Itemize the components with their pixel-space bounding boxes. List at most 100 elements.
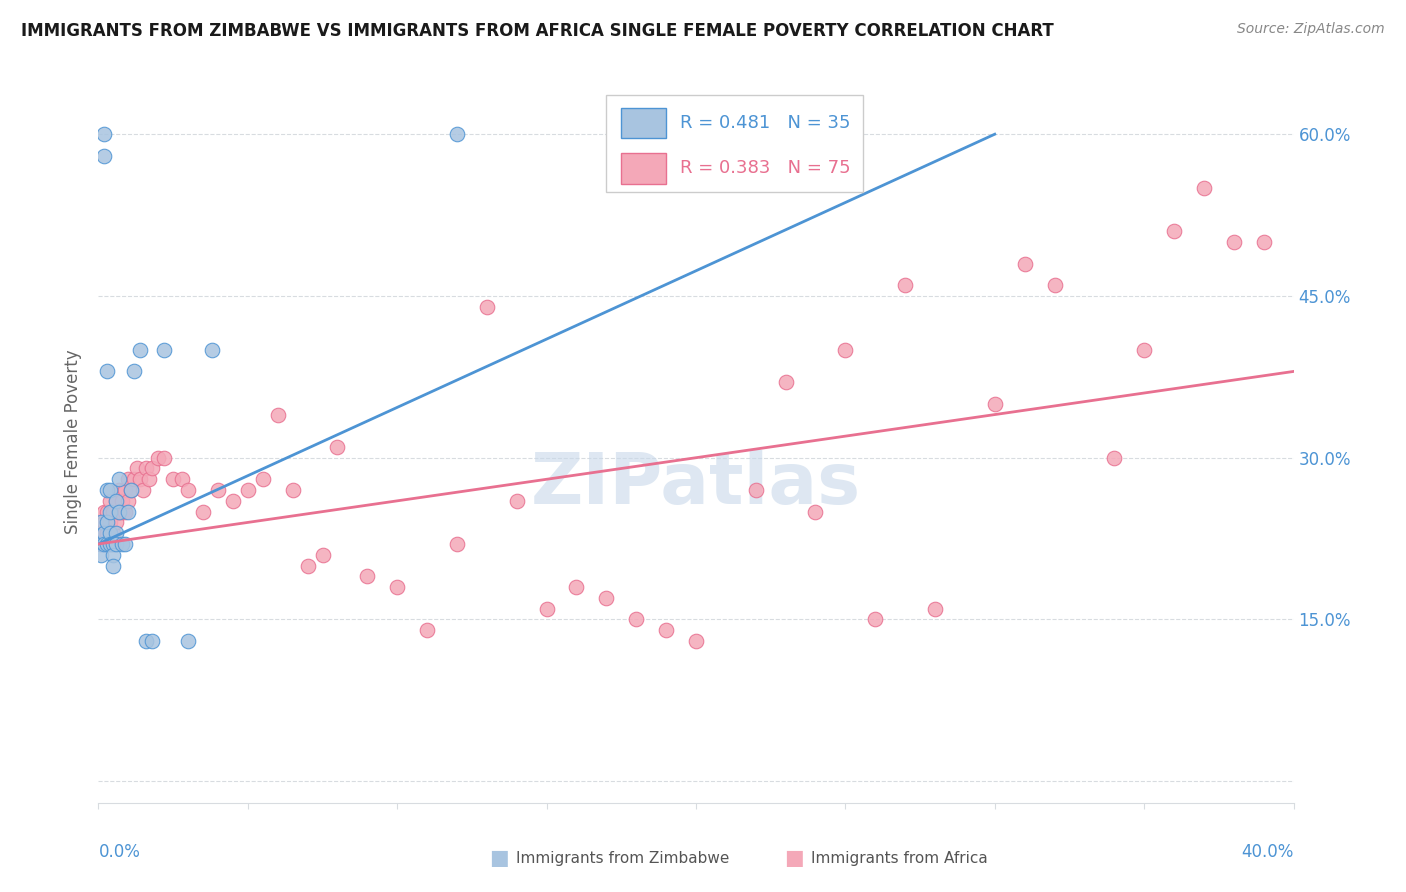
Point	[96, 505, 118, 519]
Point	[105, 537, 128, 551]
Text: ZIPatlas: ZIPatlas	[531, 450, 860, 519]
Point	[446, 127, 468, 141]
Point	[93, 537, 115, 551]
Point	[114, 505, 136, 519]
Text: 40.0%: 40.0%	[1241, 843, 1294, 861]
Text: ■: ■	[489, 848, 509, 868]
Point	[281, 483, 304, 497]
Point	[96, 483, 118, 497]
Point	[297, 558, 319, 573]
Point	[90, 548, 112, 562]
Point	[135, 634, 157, 648]
Point	[98, 483, 122, 497]
Point	[135, 461, 157, 475]
Point	[804, 505, 827, 519]
Point	[105, 493, 128, 508]
Point	[120, 483, 142, 497]
Point	[141, 634, 163, 648]
Point	[96, 364, 118, 378]
Point	[96, 537, 118, 551]
Point	[103, 537, 125, 551]
Point	[108, 472, 131, 486]
Point	[93, 505, 115, 519]
Point	[90, 526, 112, 541]
Point	[1104, 450, 1126, 465]
Point	[775, 376, 797, 390]
Point	[96, 537, 118, 551]
Point	[148, 450, 170, 465]
Point	[626, 612, 648, 626]
Point	[111, 505, 134, 519]
Point	[103, 505, 125, 519]
Point	[96, 526, 118, 541]
Point	[111, 537, 134, 551]
Point	[103, 548, 125, 562]
Text: R = 0.481   N = 35: R = 0.481 N = 35	[681, 114, 851, 132]
Point	[93, 526, 115, 541]
Point	[90, 537, 112, 551]
Point	[117, 472, 139, 486]
Point	[127, 461, 149, 475]
Y-axis label: Single Female Poverty: Single Female Poverty	[65, 350, 83, 533]
Point	[655, 624, 678, 638]
Point	[1223, 235, 1246, 249]
Point	[103, 537, 125, 551]
Point	[111, 493, 134, 508]
Point	[222, 493, 245, 508]
Point	[984, 397, 1007, 411]
Point	[105, 526, 128, 541]
Point	[98, 493, 122, 508]
Point	[1192, 181, 1215, 195]
Point	[141, 461, 163, 475]
Point	[536, 601, 558, 615]
FancyBboxPatch shape	[606, 95, 863, 193]
Point	[93, 537, 115, 551]
Point	[138, 472, 160, 486]
Point	[90, 537, 112, 551]
Point	[153, 343, 176, 357]
Point	[120, 483, 142, 497]
Point	[103, 558, 125, 573]
Point	[108, 483, 131, 497]
Point	[98, 537, 122, 551]
Point	[201, 343, 224, 357]
Point	[129, 472, 152, 486]
Point	[98, 505, 122, 519]
Point	[207, 483, 229, 497]
Point	[565, 580, 588, 594]
Point	[124, 364, 146, 378]
Point	[1043, 278, 1066, 293]
Point	[108, 505, 131, 519]
Point	[385, 580, 409, 594]
Point	[117, 505, 139, 519]
Point	[356, 569, 378, 583]
Point	[93, 127, 115, 141]
Point	[834, 343, 856, 357]
Point	[96, 516, 118, 530]
Point	[162, 472, 184, 486]
Point	[446, 537, 468, 551]
Point	[90, 516, 112, 530]
Point	[326, 440, 349, 454]
Point	[124, 472, 146, 486]
Text: ■: ■	[785, 848, 804, 868]
Point	[894, 278, 917, 293]
Point	[865, 612, 887, 626]
Point	[105, 493, 128, 508]
Point	[416, 624, 439, 638]
Point	[153, 450, 176, 465]
Point	[191, 505, 214, 519]
Point	[745, 483, 768, 497]
Text: R = 0.383   N = 75: R = 0.383 N = 75	[681, 160, 851, 178]
Point	[1014, 257, 1036, 271]
Point	[114, 483, 136, 497]
Point	[177, 483, 200, 497]
Text: Source: ZipAtlas.com: Source: ZipAtlas.com	[1237, 22, 1385, 37]
Point	[595, 591, 617, 605]
Point	[177, 634, 200, 648]
Point	[105, 516, 128, 530]
Point	[132, 483, 155, 497]
Text: Immigrants from Zimbabwe: Immigrants from Zimbabwe	[516, 851, 730, 865]
Point	[1133, 343, 1156, 357]
Point	[1253, 235, 1275, 249]
